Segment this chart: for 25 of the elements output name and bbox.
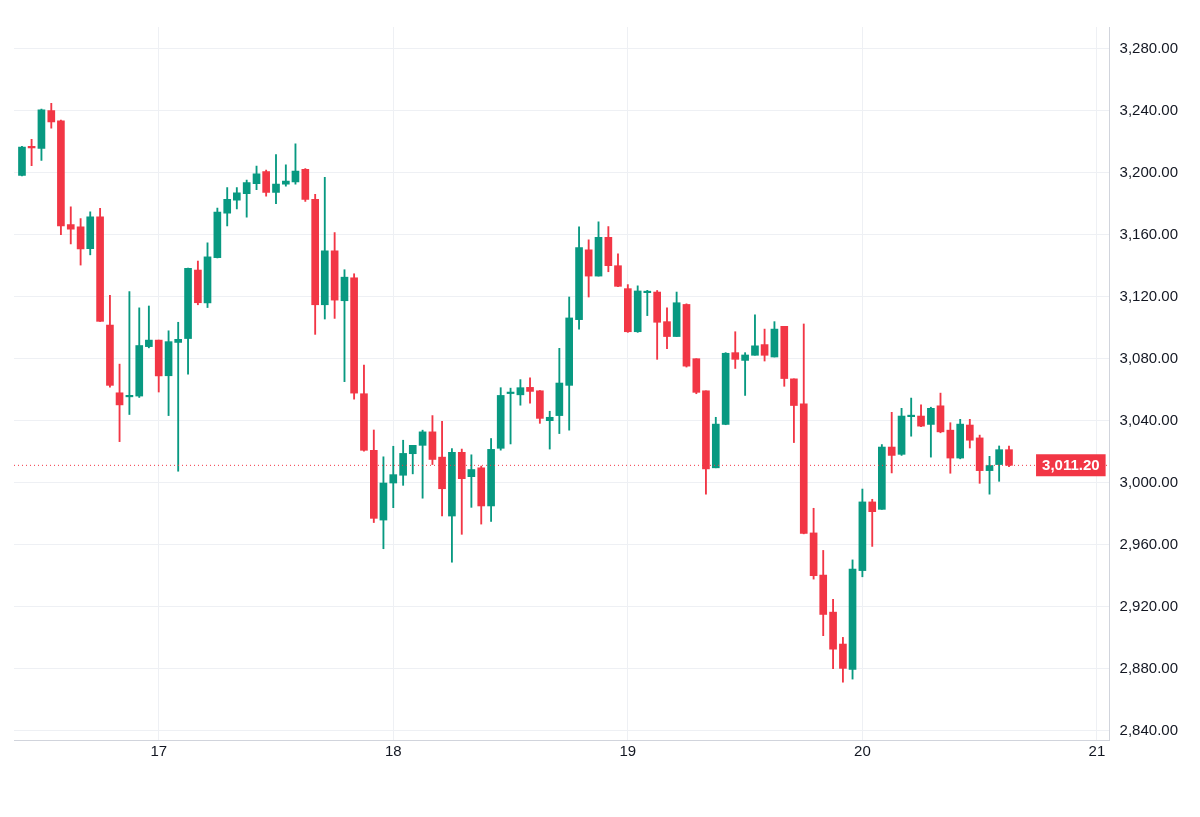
- x-tick-label: 17: [150, 742, 168, 760]
- y-tick-label: 2,880.00: [1119, 658, 1178, 676]
- y-tick-label: 3,240.00: [1119, 100, 1178, 118]
- y-tick-label: 2,920.00: [1119, 596, 1178, 614]
- x-tick-label: 20: [854, 742, 871, 760]
- candlestick: [389, 445, 398, 508]
- candlestick: [467, 454, 476, 508]
- ref-line-label: 3,011.20: [1042, 456, 1100, 474]
- x-tick-label: 18: [384, 742, 402, 760]
- y-tick-label: 3,160.00: [1119, 224, 1178, 242]
- y-tick-label: 3,000.00: [1119, 472, 1178, 490]
- candlestick: [66, 206, 75, 245]
- candlestick: [741, 352, 749, 396]
- y-tick-label: 3,280.00: [1119, 38, 1178, 56]
- y-tick-label: 3,120.00: [1119, 286, 1178, 304]
- candlestick: [907, 397, 916, 437]
- candlestick: [545, 410, 554, 450]
- y-tick-label: 3,080.00: [1119, 348, 1178, 366]
- y-tick-label: 3,200.00: [1119, 162, 1178, 180]
- y-tick-label: 3,040.00: [1119, 410, 1178, 428]
- candlestick: [174, 321, 183, 472]
- x-tick-label: 21: [1088, 742, 1106, 760]
- x-tick-label: 19: [619, 742, 637, 760]
- y-tick-label: 2,960.00: [1119, 534, 1178, 552]
- y-tick-label: 2,840.00: [1119, 720, 1178, 738]
